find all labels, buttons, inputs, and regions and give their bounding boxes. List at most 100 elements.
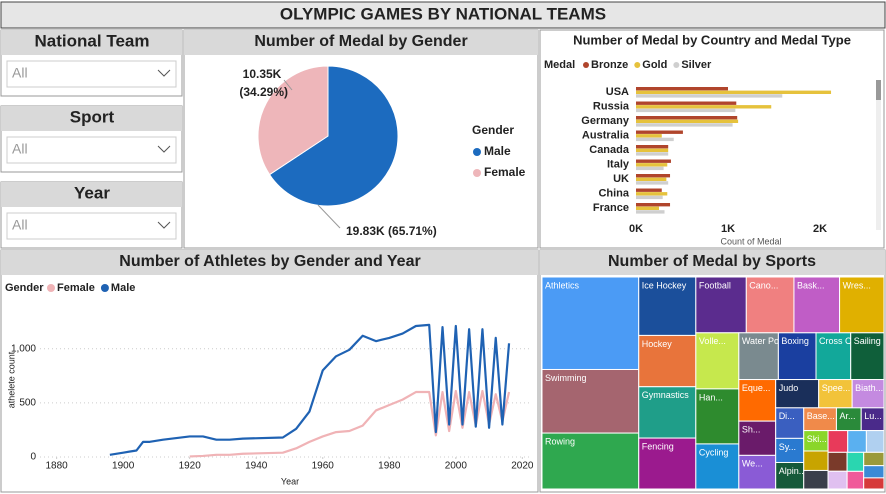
tile-label: Eque...	[742, 383, 771, 393]
treemap-tile	[638, 437, 697, 490]
chart-title: Number of Medal by Gender	[254, 33, 467, 50]
slicer[interactable]: National Team All	[0, 29, 183, 97]
scrollbar[interactable]	[876, 80, 881, 230]
legend-label: Gold	[642, 59, 667, 71]
treemap-tile	[827, 430, 849, 453]
legend-label: Male	[111, 282, 135, 294]
treemap-tile	[863, 465, 885, 479]
tile-label: Football	[699, 280, 731, 290]
x-tick-label: 1920	[179, 461, 202, 472]
bar	[636, 108, 736, 113]
treemap-tile	[745, 276, 795, 334]
slicer-header	[1, 182, 182, 207]
scrollbar-thumb[interactable]	[876, 80, 881, 100]
tile-label: Lu...	[864, 411, 882, 421]
treemap-tile	[803, 469, 829, 490]
bar	[636, 134, 662, 138]
bar	[636, 181, 669, 185]
bar	[636, 174, 671, 178]
slicer[interactable]: Sport All	[0, 105, 183, 173]
dropdown[interactable]	[6, 212, 177, 240]
tile-label: Fencing	[642, 441, 674, 451]
chart-title: Number of Athletes by Gender and Year	[119, 253, 420, 270]
legend-marker	[100, 284, 109, 292]
legend-label: Male	[484, 144, 511, 158]
slicer[interactable]: Year All	[0, 181, 183, 249]
tile-label: Ice Hockey	[642, 280, 687, 290]
x-tick-label: 1940	[245, 461, 268, 472]
treemap-tile	[863, 451, 885, 467]
y-tick-label: 0	[30, 452, 36, 463]
tile-label: Judo	[779, 383, 799, 393]
x-tick-label: 2K	[813, 223, 827, 235]
treemap-tile	[827, 470, 848, 490]
treemap-header	[540, 250, 885, 275]
x-tick-label: 1900	[112, 461, 135, 472]
treemap-tile	[827, 451, 848, 472]
legend-marker	[473, 148, 481, 156]
chart-title: Number of Medal by Sports	[608, 253, 816, 270]
bar	[636, 148, 669, 152]
treemap-tile	[738, 454, 777, 490]
tile-label: Athletics	[545, 280, 580, 290]
treemap-tile	[638, 334, 697, 388]
data-label: 10.35K (34.29%)	[236, 67, 288, 99]
tile-label: Sh...	[742, 425, 761, 435]
tile-label: Cross Cou...	[819, 336, 869, 346]
x-tick-label: 1880	[46, 461, 69, 472]
dropdown-value: All	[12, 65, 28, 81]
y-tick-label: 1,000	[11, 343, 36, 354]
treemap-tile	[638, 276, 697, 336]
tile-label: Sy...	[779, 442, 796, 452]
treemap-tile	[695, 443, 740, 490]
tile-label: Rowing	[545, 436, 575, 446]
bar	[636, 90, 832, 94]
tile-label: Hockey	[642, 339, 673, 349]
x-tick-label: 2020	[511, 461, 534, 472]
dropdown[interactable]	[6, 136, 177, 164]
slicer-label: Sport	[70, 107, 115, 126]
y-tick-label: 500	[19, 398, 36, 409]
bar	[636, 119, 739, 123]
data-line	[189, 389, 511, 458]
legend-marker	[47, 284, 55, 292]
bar	[636, 188, 662, 192]
bar	[636, 166, 664, 171]
title-bar	[0, 1, 886, 29]
tile-label: Wres...	[843, 280, 871, 290]
y-tick-label: Australia	[582, 129, 630, 141]
treemap-tile	[541, 432, 640, 490]
bar	[636, 152, 669, 156]
y-tick-label: Russia	[593, 100, 630, 112]
bar	[636, 116, 738, 120]
bar	[636, 177, 667, 181]
treemap-tile	[777, 332, 817, 381]
y-axis-title: athelete count	[6, 351, 16, 408]
treemap-tile	[541, 276, 640, 370]
bar	[636, 195, 663, 200]
tile-label: Sailing	[854, 336, 881, 346]
dropdown-arrow	[157, 145, 171, 153]
tile-label: Volle...	[699, 336, 726, 346]
treemap-tile	[775, 437, 805, 463]
dropdown-value: All	[12, 217, 28, 233]
pie-header	[184, 30, 538, 55]
legend-marker	[473, 169, 481, 177]
treemap-tile	[695, 332, 740, 390]
y-tick-label: Italy	[607, 158, 630, 170]
treemap-tile	[846, 451, 865, 472]
tile-label: Ski...	[807, 434, 827, 444]
bar	[636, 203, 671, 207]
treemap-tile	[851, 379, 885, 409]
y-tick-label: France	[593, 202, 629, 214]
tile-label: Biath...	[855, 383, 883, 393]
y-tick-label: China	[598, 187, 629, 199]
tile-label: Alpin...	[779, 466, 807, 476]
tile-label: Base...	[807, 411, 835, 421]
dropdown[interactable]	[6, 60, 177, 88]
x-tick-label: 1980	[378, 461, 401, 472]
treemap-tile	[695, 276, 747, 334]
legend-label: Silver	[681, 59, 712, 71]
leader-line	[317, 204, 341, 229]
